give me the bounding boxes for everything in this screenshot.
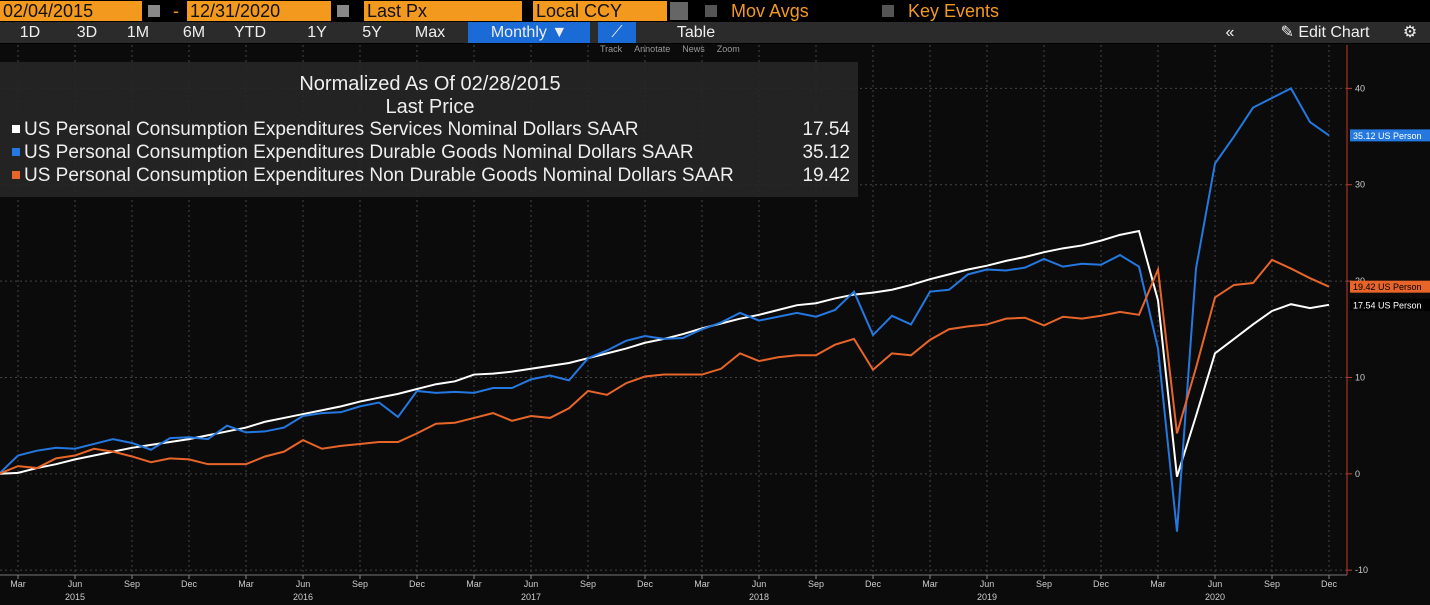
key-events[interactable]: Key Events [908, 1, 1000, 21]
legend-label: US Personal Consumption Expenditures Dur… [24, 142, 694, 163]
period-button[interactable]: 1D [19, 24, 41, 41]
x-tick-label: Dec [637, 579, 654, 589]
tool-link[interactable]: Annotate [634, 44, 671, 54]
tool-link[interactable]: Track [600, 44, 623, 54]
legend-label: US Personal Consumption Expenditures Non… [24, 165, 734, 186]
period-button[interactable]: 1M [126, 24, 150, 41]
value-tag [1350, 280, 1430, 293]
legend-swatch [12, 148, 20, 156]
frequency-label: Monthly [490, 24, 547, 41]
value-tag-label: 35.12 US Person [1353, 131, 1422, 141]
x-tick-label: Mar [238, 579, 254, 589]
tool-link[interactable]: News [682, 44, 705, 54]
x-tick-label: Dec [865, 579, 882, 589]
table-button[interactable]: Table [676, 24, 716, 41]
edit-chart-label: Edit Chart [1298, 24, 1370, 41]
y-tick-label: 30 [1355, 180, 1365, 190]
toolbar-periods: Monthly ▼ ⟋ Table « ✎ Edit Chart ⚙ 1D 3D 1… [0, 22, 1430, 43]
edit-chart-button[interactable]: ✎ Edit Chart [1280, 24, 1370, 41]
x-tick-label: Jun [752, 579, 767, 589]
period-button[interactable]: Max [414, 24, 446, 41]
tool-link[interactable]: Zoom [716, 44, 740, 54]
y-tick-label: -10 [1355, 565, 1368, 575]
frequency-button[interactable]: Monthly ▼ [468, 22, 590, 43]
series-line [0, 87, 1330, 532]
x-tick-label: Jun [68, 579, 83, 589]
checkbox[interactable] [705, 5, 717, 17]
date-dash: - [173, 1, 179, 21]
x-tick-label: Jun [524, 579, 539, 589]
x-tick-label: Jun [980, 579, 995, 589]
x-tick-label: Sep [1264, 579, 1280, 589]
legend-value: 19.42 [802, 165, 850, 186]
x-tick-label: Sep [808, 579, 824, 589]
value-tag [1350, 129, 1430, 142]
mov-avgs[interactable]: Mov Avgs [731, 1, 809, 21]
series-line [0, 258, 1330, 475]
year-label: 2018 [749, 592, 769, 602]
x-tick-label: Mar [922, 579, 938, 589]
settings-button[interactable]: ⚙ [1402, 24, 1418, 41]
legend-box [0, 62, 858, 197]
checkbox[interactable] [882, 5, 894, 17]
calendar-icon[interactable] [337, 5, 349, 17]
year-label: 2017 [521, 592, 541, 602]
start-date[interactable]: 02/04/2015 [0, 1, 142, 21]
period-button[interactable]: 5Y [362, 24, 382, 41]
x-tick-label: Dec [409, 579, 426, 589]
field-select[interactable]: Last Px [364, 1, 522, 21]
year-label: 2016 [293, 592, 313, 602]
toolbar-top: 02/04/2015 - 12/31/2020 Last Px Local CC… [0, 0, 1430, 22]
chart-subtitle: Last Price [386, 96, 475, 118]
legend-swatch [12, 171, 20, 179]
x-tick-label: Sep [352, 579, 368, 589]
calendar-icon[interactable] [148, 5, 160, 17]
period-button[interactable]: YTD [234, 24, 266, 41]
x-tick-label: Mar [466, 579, 482, 589]
year-label: 2020 [1205, 592, 1225, 602]
chart-tools: Track Annotate News Zoom [600, 44, 752, 60]
chart-title: Normalized As Of 02/28/2015 [299, 73, 560, 95]
year-label: 2019 [977, 592, 997, 602]
period-button[interactable]: 6M [182, 24, 206, 41]
x-tick-label: Dec [181, 579, 198, 589]
chart-type-button[interactable]: ⟋ [598, 22, 636, 43]
x-tick-label: Jun [1208, 579, 1223, 589]
x-tick-label: Mar [1150, 579, 1166, 589]
year-label: 2015 [65, 592, 85, 602]
x-tick-label: Sep [124, 579, 140, 589]
collapse-button[interactable]: « [1225, 24, 1235, 41]
value-tag-label: 19.42 US Person [1353, 282, 1422, 292]
dropdown-arrow[interactable] [670, 2, 688, 20]
end-date[interactable]: 12/31/2020 [187, 1, 331, 21]
y-tick-label: 0 [1355, 469, 1360, 479]
y-tick-label: 40 [1355, 83, 1365, 93]
legend-value: 35.12 [802, 142, 850, 163]
x-tick-label: Mar [10, 579, 26, 589]
x-tick-label: Sep [1036, 579, 1052, 589]
value-tag [1350, 298, 1430, 311]
value-tag-label: 17.54 US Person [1353, 300, 1422, 310]
x-tick-label: Dec [1093, 579, 1110, 589]
x-tick-label: Jun [296, 579, 311, 589]
period-button[interactable]: 3D [76, 24, 98, 41]
x-tick-label: Dec [1321, 579, 1338, 589]
y-tick-label: 10 [1355, 372, 1365, 382]
x-tick-label: Mar [694, 579, 710, 589]
period-button[interactable]: 1Y [307, 24, 327, 41]
legend-label: US Personal Consumption Expenditures Ser… [24, 119, 639, 140]
currency-select[interactable]: Local CCY [533, 1, 667, 21]
x-tick-label: Sep [580, 579, 596, 589]
legend-swatch [12, 125, 20, 133]
legend-value: 17.54 [802, 119, 850, 140]
